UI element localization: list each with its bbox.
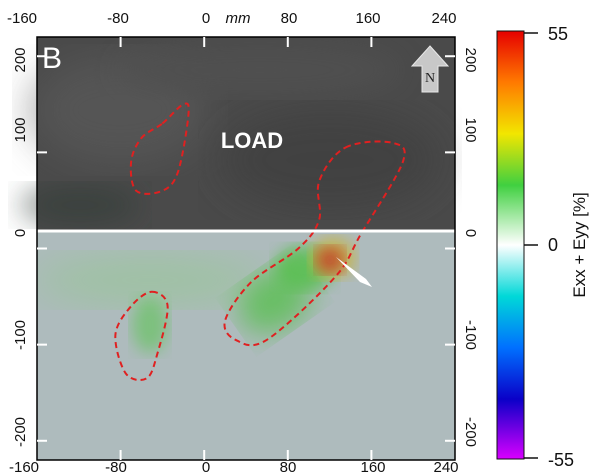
north-label: N: [425, 71, 435, 86]
unit-label: mm: [226, 10, 251, 27]
right-tick-label: 200: [462, 47, 479, 72]
dashed-outline-diagonal: [223, 140, 406, 347]
crack-pointer: [336, 257, 372, 287]
left-tick-label: -200: [12, 417, 29, 447]
left-tick-label: 0: [12, 229, 29, 237]
top-tick-label: -160: [7, 10, 37, 27]
top-tick-label: -80: [107, 10, 129, 27]
bottom-tick-label: -80: [105, 459, 127, 475]
dashed-outlines: [114, 102, 406, 382]
north-arrow-icon: N: [410, 45, 450, 93]
strain-hotspots: [37, 238, 355, 353]
right-tick-label: 100: [462, 117, 479, 142]
bottom-tick-label: 80: [280, 459, 297, 475]
colorbar-max-label: 55: [548, 24, 568, 44]
colorbar: [496, 30, 525, 460]
left-tick-label: 200: [12, 47, 29, 72]
colorbar-title: Exx + Eyy [%]: [570, 192, 589, 297]
left-tick-label: 100: [12, 117, 29, 142]
colorbar-mid-label: 0: [548, 235, 558, 255]
top-tick-label: 240: [431, 10, 456, 27]
top-tick-label: 80: [281, 10, 298, 27]
axis-ticks: [37, 37, 455, 460]
bottom-tick-label: 240: [433, 459, 458, 475]
right-tick-label: 0: [462, 229, 479, 237]
panel-label: B: [42, 42, 62, 75]
bottom-tick-label: -160: [9, 459, 39, 475]
right-tick-label: -100: [462, 320, 479, 350]
left-tick-label: -100: [12, 320, 29, 350]
load-label: LOAD: [221, 128, 283, 153]
right-tick-label: -200: [462, 417, 479, 447]
colorbar-min-label: -55: [548, 450, 574, 470]
dashed-outline-lower-left: [114, 290, 169, 382]
bottom-tick-label: 160: [360, 459, 385, 475]
top-tick-label: 160: [355, 10, 380, 27]
dashed-outline-upper-left: [129, 102, 190, 195]
load-texture: [20, 45, 440, 225]
bottom-tick-label: 0: [202, 459, 210, 475]
top-tick-label: 0: [202, 10, 210, 27]
